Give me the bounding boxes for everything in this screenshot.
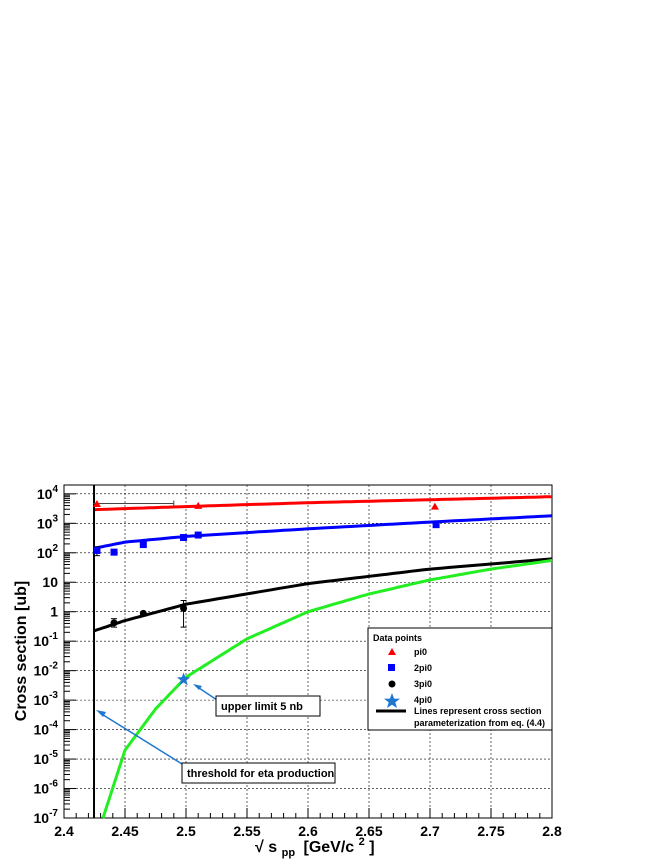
x-tick-label: 2.65 <box>355 823 382 839</box>
y-tick-label: 103 <box>37 513 59 531</box>
annotation-text-upper-limit: upper limit 5 nb <box>221 701 303 713</box>
y-tick-label: 10-5 <box>34 749 59 767</box>
x-tick-labels: 2.4 2.45 2.5 2.55 2.6 2.65 2.7 2.75 2.8 <box>54 823 562 839</box>
x-axis-unit-sup: 2 <box>359 836 365 848</box>
annotation-arrowhead-threshold <box>96 710 106 717</box>
point-2pi0 <box>110 548 118 556</box>
y-tick-label: 102 <box>37 543 59 561</box>
x-axis-s: s <box>268 839 277 856</box>
annotation-text-threshold: threshold for eta production <box>187 768 335 780</box>
annotation-arrowhead-upper-limit <box>193 684 202 690</box>
x-tick-label: 2.4 <box>54 823 74 839</box>
legend-label-4pi0: 4pi0 <box>414 695 432 705</box>
legend-line-label-1: Lines represent cross section <box>414 706 542 716</box>
legend-label-pi0: pi0 <box>414 647 427 657</box>
point-3pi0 <box>180 604 188 612</box>
y-tick-label: 10-7 <box>34 808 59 826</box>
x-axis-unit-close: ] <box>369 839 374 856</box>
legend-label-2pi0: 2pi0 <box>414 663 432 673</box>
annotation-threshold: threshold for eta production <box>96 710 336 784</box>
point-pi0 <box>194 501 203 509</box>
point-pi0 <box>430 502 439 510</box>
annotation-arrow-threshold <box>99 712 183 765</box>
y-tick-label: 10-6 <box>34 779 59 797</box>
point-2pi0 <box>432 521 440 529</box>
point-2pi0 <box>180 533 188 541</box>
sqrt-symbol: √ <box>255 839 264 856</box>
point-3pi0 <box>139 609 147 617</box>
annotation-box-threshold <box>181 762 336 784</box>
legend-marker-triangle <box>388 648 396 655</box>
point-2pi0 <box>93 546 101 554</box>
x-tick-label: 2.5 <box>176 823 196 839</box>
curve-3 <box>101 558 553 819</box>
y-tick-label: 10-2 <box>34 661 59 679</box>
y-tick-label: 1 <box>50 604 58 620</box>
point-pi0 <box>92 500 101 508</box>
x-tick-label: 2.75 <box>477 823 504 839</box>
x-tick-label: 2.7 <box>420 823 440 839</box>
legend: Data points pi0 2pi0 3pi0 4pi0 Lines rep… <box>367 627 553 731</box>
point-3pi0 <box>110 619 118 627</box>
legend-marker-circle <box>388 680 396 688</box>
y-tick-label: 10-3 <box>34 690 59 708</box>
legend-line-label-2: parameterization from eq. (4.4) <box>414 718 545 728</box>
y-tick-label: 10 <box>42 574 58 590</box>
y-axis-title: Cross section [ub] <box>13 581 30 721</box>
curve-2 <box>92 557 553 633</box>
legend-title: Data points <box>373 633 422 643</box>
annotation-upper-limit: upper limit 5 nb <box>193 684 321 717</box>
x-tick-label: 2.6 <box>298 823 318 839</box>
point-4pi0 <box>176 672 191 686</box>
curves <box>92 495 553 819</box>
point-2pi0 <box>194 531 202 539</box>
curve-0 <box>93 495 553 512</box>
legend-label-3pi0: 3pi0 <box>414 679 432 689</box>
x-tick-label: 2.45 <box>111 823 138 839</box>
x-tick-label: 2.55 <box>233 823 260 839</box>
x-tick-label: 2.8 <box>542 823 562 839</box>
y-tick-label: 104 <box>37 484 59 502</box>
legend-box <box>367 627 553 731</box>
annotation-box-upper-limit <box>215 695 321 717</box>
legend-marker-star <box>384 693 400 708</box>
x-axis-title: √ s pp [GeV/c 2 ] <box>255 832 375 860</box>
data-points <box>92 500 440 686</box>
y-tick-label: 10-1 <box>34 631 59 649</box>
x-axis-sub: pp <box>282 847 296 859</box>
point-2pi0 <box>139 541 147 549</box>
x-axis-unit: [GeV/c <box>304 839 355 856</box>
axis-ticks <box>63 493 553 819</box>
y-tick-label: 10-4 <box>34 720 59 738</box>
legend-marker-square <box>388 664 395 671</box>
curve-1 <box>93 514 553 550</box>
